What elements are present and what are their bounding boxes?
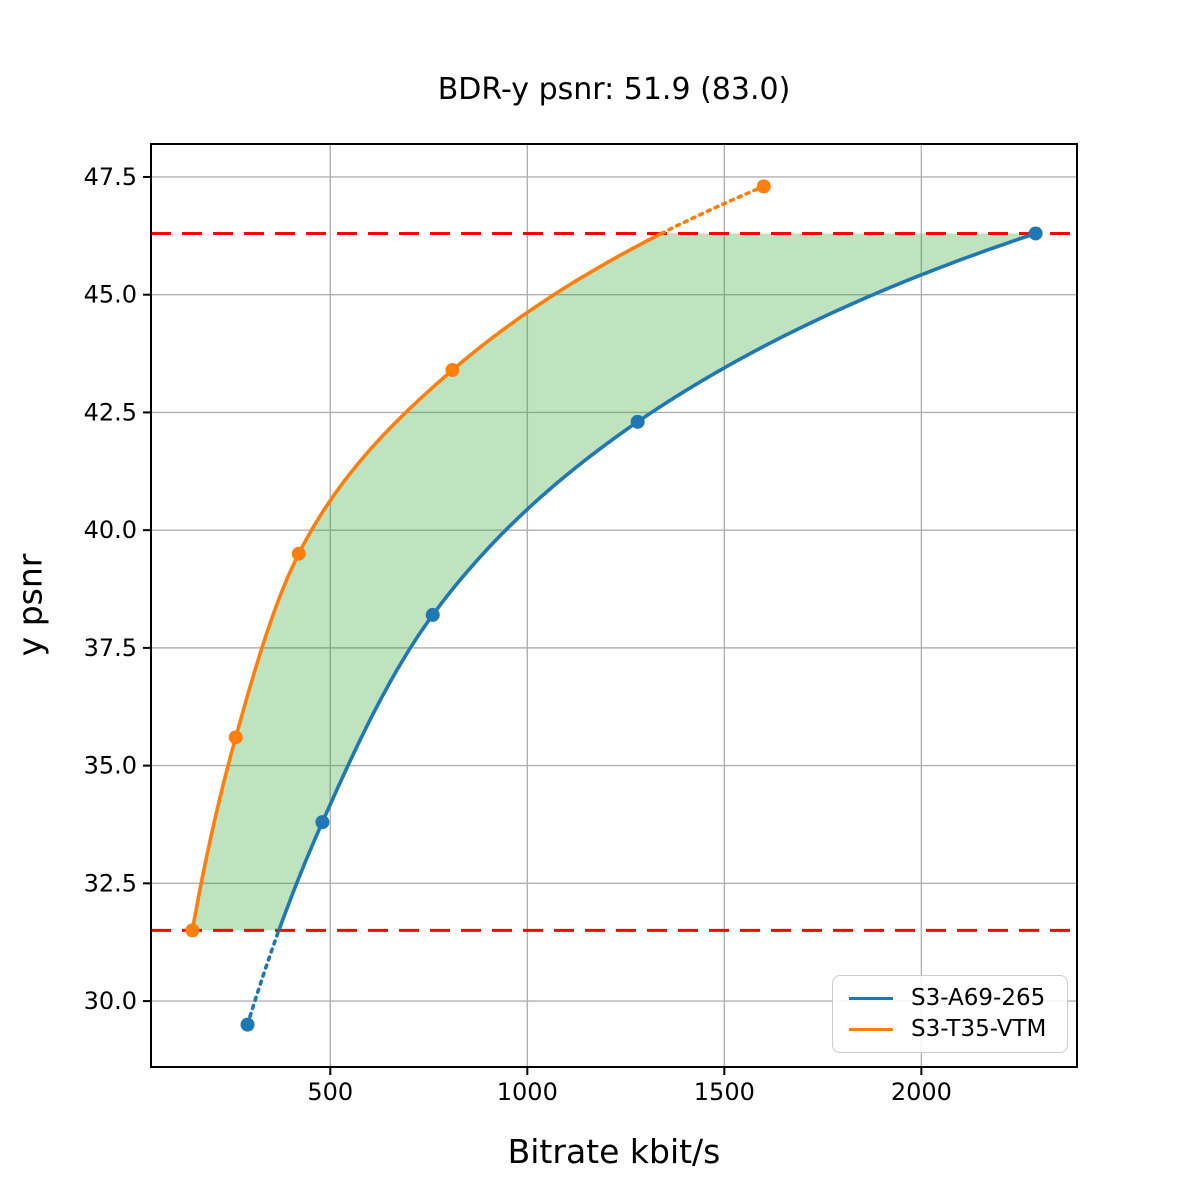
- y-tick-label: 42.5: [84, 398, 137, 426]
- x-tick-label: 1500: [694, 1078, 755, 1106]
- curve-s3-a69-265-solid: [277, 231, 1037, 931]
- legend-item-s3-t35-vtm: S3-T35-VTM: [849, 1015, 1053, 1042]
- y-tick-label: 45.0: [84, 281, 137, 309]
- data-point-marker: [228, 730, 243, 745]
- legend-label: S3-A69-265: [911, 985, 1046, 1012]
- x-tick-label: 1000: [497, 1078, 558, 1106]
- series-curves: [190, 184, 1037, 1027]
- data-point-marker: [315, 815, 330, 830]
- x-axis-label: Bitrate kbit/s: [507, 1132, 721, 1171]
- y-tick-label: 30.0: [84, 987, 137, 1015]
- tick-marks-and-labels: 500 1000 1500 2000 30.0 32.5 35.0 37.5 40.0 42.5 4…: [84, 163, 952, 1106]
- y-axis-label: y psnr: [10, 553, 50, 657]
- legend-item-s3-a69-265: S3-A69-265: [849, 987, 1053, 1010]
- y-tick-label: 40.0: [84, 516, 137, 544]
- legend-label: S3-T35-VTM: [911, 1015, 1047, 1042]
- legend-line-sample-orange: [849, 1027, 893, 1031]
- plot-border: [150, 143, 1078, 1068]
- legend-line-sample-blue: [849, 997, 893, 1001]
- overlap-band: [192, 233, 1036, 931]
- data-point-marker: [425, 607, 440, 622]
- y-tick-label: 37.5: [84, 634, 137, 662]
- curve-s3-t35-vtm-dotted: [659, 184, 766, 236]
- data-point-marker: [1028, 226, 1043, 241]
- y-tick-label: 35.0: [84, 752, 137, 780]
- y-tick-label: 32.5: [84, 869, 137, 897]
- bd-overlap-band: [192, 233, 1036, 931]
- chart-title: BDR-y psnr: 51.9 (83.0): [437, 72, 791, 107]
- curve-s3-a69-265-dotted: [245, 928, 281, 1027]
- data-point-marker: [240, 1017, 255, 1032]
- legend: S3-A69-265 S3-T35-VTM: [832, 975, 1068, 1053]
- data-point-markers: [185, 179, 1043, 1032]
- data-point-marker: [630, 414, 645, 429]
- curve-s3-t35-vtm-solid: [190, 231, 663, 931]
- data-point-marker: [445, 363, 460, 378]
- data-point-marker: [291, 546, 306, 561]
- data-point-marker: [756, 179, 771, 194]
- data-point-marker: [185, 923, 200, 938]
- x-tick-label: 2000: [891, 1078, 952, 1106]
- axes-spines: [150, 143, 1078, 1068]
- y-tick-label: 47.5: [84, 163, 137, 191]
- x-tick-label: 500: [307, 1078, 353, 1106]
- grid-lines: [151, 144, 1077, 1067]
